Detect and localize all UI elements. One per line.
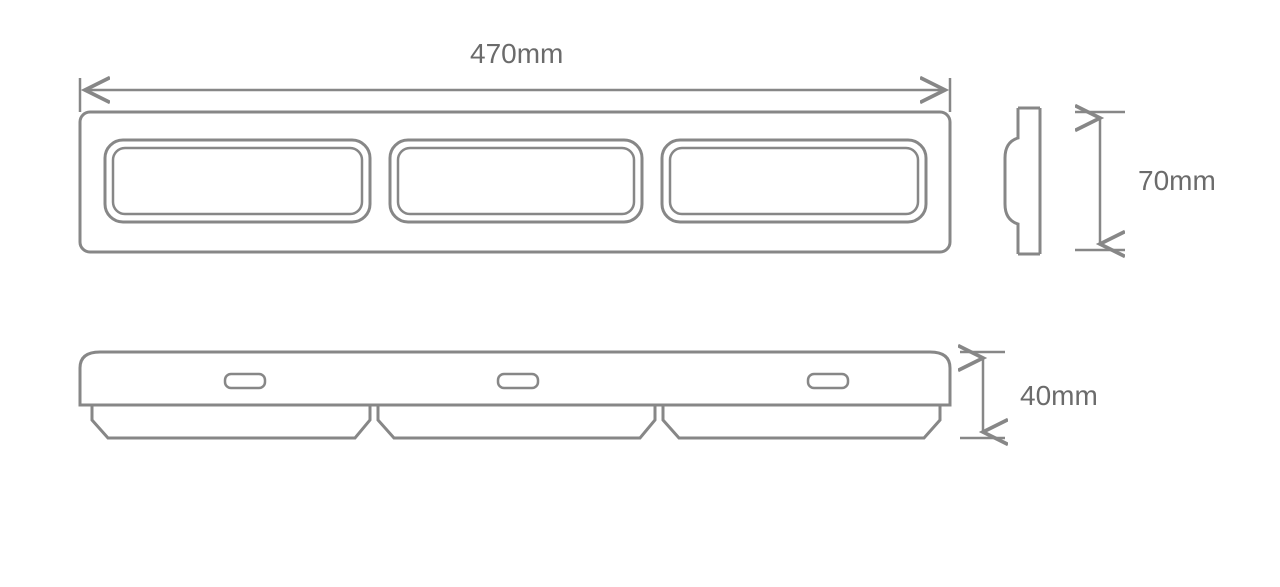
front-view [80, 112, 950, 252]
side-view [1005, 108, 1040, 254]
depth-dimension [960, 352, 1005, 438]
top-view [80, 352, 950, 438]
depth-label: 40mm [1020, 380, 1098, 412]
width-label: 470mm [470, 38, 563, 70]
technical-diagram [0, 0, 1280, 587]
height-dimension [1075, 112, 1125, 250]
width-dimension [80, 78, 950, 112]
height-label: 70mm [1138, 165, 1216, 197]
